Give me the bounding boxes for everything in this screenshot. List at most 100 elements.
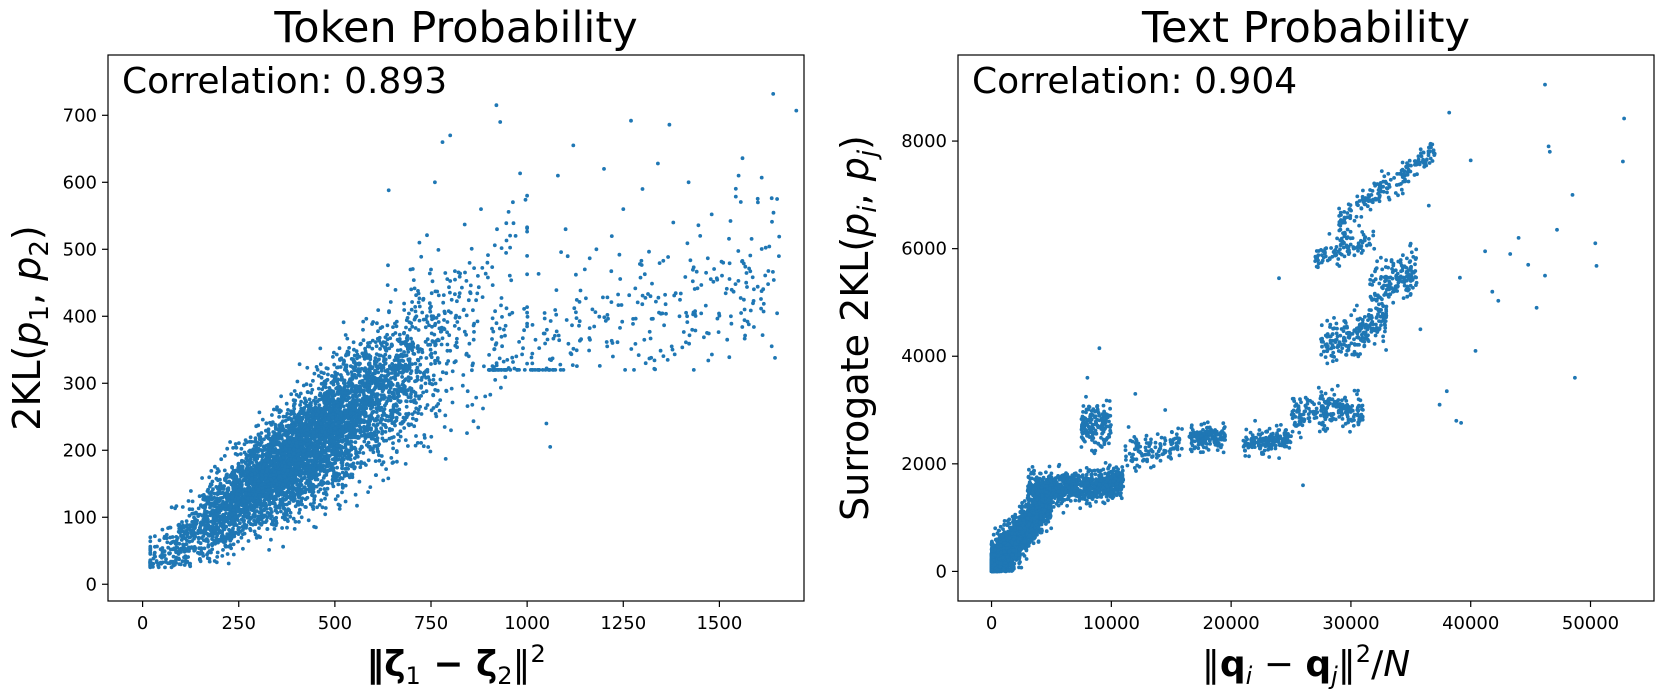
data-point — [370, 322, 374, 326]
data-point — [378, 326, 383, 330]
data-point — [258, 443, 263, 447]
data-point — [413, 361, 418, 366]
data-point — [426, 445, 431, 449]
data-point — [266, 457, 270, 462]
data-point — [523, 197, 528, 202]
data-point — [475, 291, 480, 296]
data-point — [372, 430, 377, 435]
data-point — [295, 379, 300, 384]
data-point — [238, 521, 242, 526]
data-point — [349, 472, 353, 477]
data-point — [228, 473, 233, 478]
data-point — [254, 509, 259, 513]
data-point — [283, 418, 288, 423]
data-point — [388, 336, 393, 341]
data-point — [265, 515, 270, 520]
data-point — [436, 320, 441, 324]
data-point — [256, 478, 261, 483]
data-point — [507, 273, 512, 278]
data-point — [339, 356, 344, 361]
data-point — [242, 442, 247, 447]
data-point — [509, 278, 514, 283]
data-point — [471, 308, 475, 313]
data-point — [411, 278, 416, 282]
data-point — [230, 499, 235, 504]
data-point — [187, 562, 192, 567]
data-point — [332, 350, 336, 355]
data-point — [431, 314, 436, 319]
data-point — [334, 399, 339, 404]
data-point — [269, 510, 274, 514]
data-point — [448, 348, 453, 353]
data-point — [217, 503, 222, 507]
data-point — [165, 540, 170, 545]
data-point — [369, 432, 374, 436]
data-point — [187, 507, 192, 512]
data-point — [305, 390, 310, 394]
data-point — [292, 406, 297, 411]
data-point — [433, 323, 437, 328]
data-point — [252, 463, 256, 468]
data-point — [219, 529, 224, 534]
data-point — [411, 389, 416, 394]
data-point — [276, 470, 281, 475]
data-point — [525, 272, 529, 277]
data-point — [313, 395, 318, 400]
data-point — [345, 439, 350, 444]
data-point — [346, 371, 350, 376]
data-point — [503, 333, 507, 338]
data-point — [364, 397, 369, 401]
data-point — [448, 279, 453, 283]
data-point — [394, 408, 399, 413]
data-point — [402, 350, 406, 354]
data-point — [322, 371, 326, 376]
data-point — [379, 454, 384, 458]
data-point — [416, 328, 421, 332]
data-point — [295, 482, 299, 487]
data-point — [246, 539, 251, 543]
data-point — [409, 399, 413, 404]
data-point — [321, 476, 326, 480]
data-point — [283, 447, 288, 451]
data-point — [449, 297, 454, 302]
data-point — [354, 349, 359, 354]
data-point — [353, 492, 358, 497]
data-point — [185, 538, 189, 543]
data-point — [223, 543, 228, 547]
data-point — [368, 356, 372, 361]
data-point — [444, 371, 449, 376]
data-point — [368, 444, 372, 449]
data-point — [427, 378, 432, 382]
data-point — [393, 377, 398, 381]
data-point — [222, 468, 227, 473]
data-point — [385, 368, 390, 372]
data-point — [375, 397, 380, 402]
data-point — [310, 387, 315, 392]
data-point — [380, 436, 385, 441]
data-point — [239, 474, 243, 479]
data-point — [399, 352, 404, 357]
data-point — [409, 386, 414, 391]
data-point — [433, 381, 438, 386]
data-point — [457, 291, 462, 296]
data-point — [361, 430, 366, 434]
data-point — [263, 473, 268, 478]
data-point — [293, 437, 298, 442]
data-point — [230, 470, 235, 475]
data-point — [416, 407, 421, 412]
data-point — [311, 458, 316, 463]
data-point — [201, 517, 206, 522]
data-point — [465, 431, 469, 435]
data-point — [403, 367, 408, 372]
data-point — [238, 493, 243, 497]
data-point — [304, 382, 309, 387]
data-point — [410, 324, 415, 329]
data-point — [333, 461, 338, 465]
data-point — [277, 408, 282, 413]
data-point — [258, 535, 262, 540]
data-point — [361, 327, 365, 332]
data-point — [222, 535, 227, 539]
data-point — [225, 446, 230, 451]
data-point — [358, 425, 363, 430]
data-point — [235, 507, 239, 512]
